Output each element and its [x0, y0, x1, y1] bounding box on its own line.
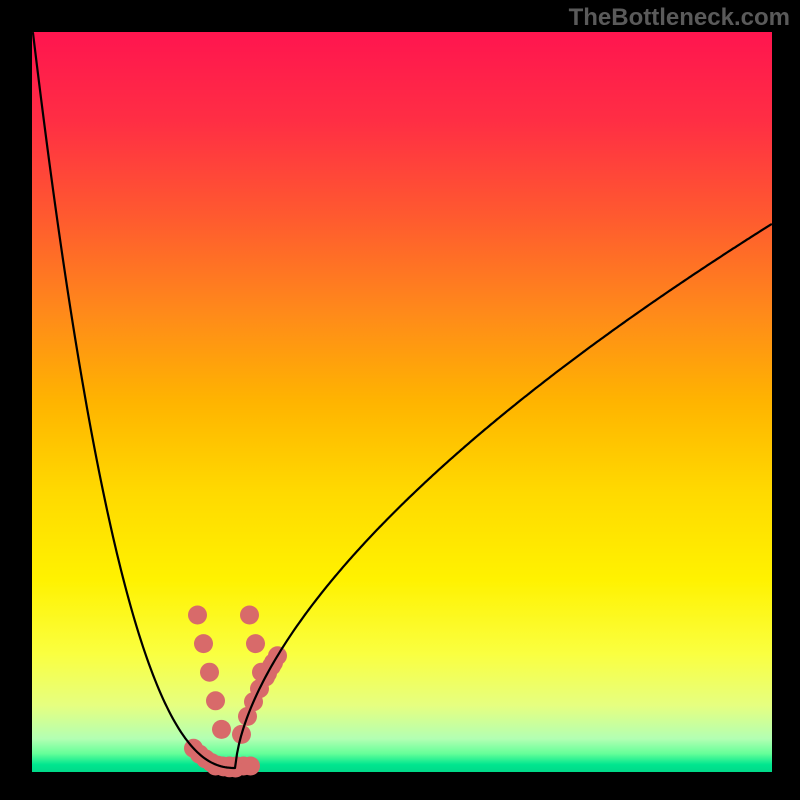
marker-dot	[206, 691, 225, 710]
marker-dot	[240, 606, 259, 625]
marker-dot	[194, 634, 213, 653]
marker-dot	[188, 606, 207, 625]
marker-dot	[200, 663, 219, 682]
marker-dot	[212, 720, 231, 739]
attribution-text: TheBottleneck.com	[569, 4, 790, 32]
marker-dot	[246, 634, 265, 653]
plot-background	[32, 32, 772, 772]
marker-dot	[241, 757, 260, 776]
bottleneck-chart	[0, 0, 800, 800]
